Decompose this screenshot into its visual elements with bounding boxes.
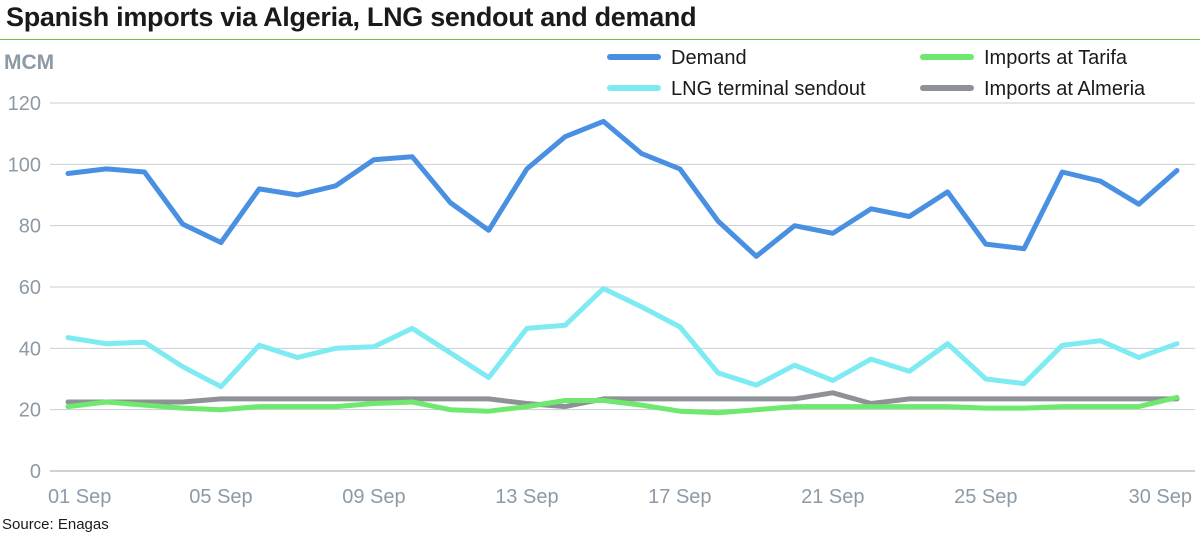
x-tick-label: 01 Sep (48, 486, 111, 508)
y-tick-label: 40 (19, 338, 41, 360)
series-line-demand (65, 118, 1180, 259)
y-axis-label: MCM (4, 51, 54, 74)
gridlines (50, 102, 1195, 472)
y-tick-label: 120 (8, 93, 41, 115)
legend-label: Imports at Almeria (984, 78, 1146, 100)
series-line-imports-at-almeria (65, 390, 1180, 410)
legend: Demand Imports at Tarifa LNG terminal send… (607, 47, 1146, 100)
legend-label: Imports at Tarifa (984, 47, 1128, 69)
legend-label: Demand (671, 47, 747, 69)
x-tick-label: 17 Sep (648, 486, 711, 508)
y-tick-labels: 0 20 40 60 80 100 120 (8, 93, 41, 483)
series-line-lng-terminal-sendout (65, 286, 1180, 390)
y-tick-label: 20 (19, 400, 41, 422)
x-tick-label: 25 Sep (954, 486, 1017, 508)
x-tick-label: 09 Sep (342, 486, 405, 508)
x-tick-label: 30 Sep (1129, 486, 1192, 508)
x-tick-label: 05 Sep (189, 486, 252, 508)
x-tick-label: 21 Sep (801, 486, 864, 508)
y-tick-label: 80 (19, 216, 41, 238)
legend-label: LNG terminal sendout (671, 78, 866, 100)
series-line-imports-at-tarifa (65, 394, 1180, 416)
x-tick-labels: 01 Sep 05 Sep 09 Sep 13 Sep 17 Sep 21 Sep 25 S… (48, 486, 1192, 508)
y-tick-label: 60 (19, 277, 41, 299)
y-tick-label: 0 (30, 461, 41, 483)
series-lines (65, 118, 1180, 416)
source-note: Source: Enagas (2, 516, 109, 533)
title-rule (0, 39, 1200, 40)
x-tick-label: 13 Sep (495, 486, 558, 508)
chart-title: Spanish imports via Algeria, LNG sendout… (6, 2, 697, 32)
y-tick-label: 100 (8, 154, 41, 176)
